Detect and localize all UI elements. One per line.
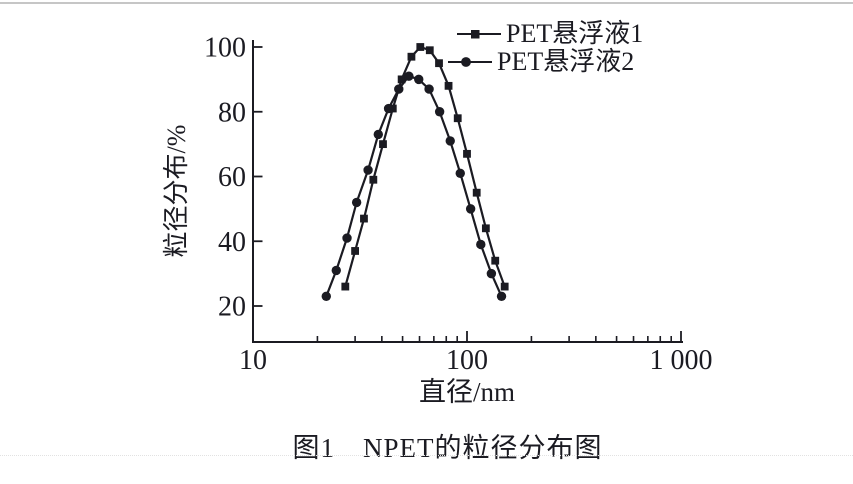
data-point-circle-marker	[394, 84, 404, 94]
y-axis-tick-label: 60	[218, 162, 246, 193]
data-point-circle-marker	[424, 84, 434, 94]
series-line-1	[344, 45, 506, 287]
data-point-circle-marker	[465, 204, 476, 214]
legend-item-label: PET悬浮液1	[506, 19, 644, 48]
data-point-circle-marker	[445, 136, 455, 146]
legend-item-label: PET悬浮液2	[497, 47, 635, 76]
data-point-circle-marker	[383, 103, 394, 114]
figure-caption: 图1 NPET的粒径分布图	[292, 433, 603, 463]
legend-marker-circle-icon	[448, 57, 492, 67]
x-axis-tick-label: 1 000	[650, 345, 713, 376]
x-axis-tick-label: 100	[446, 345, 488, 376]
series-line-2	[325, 74, 503, 297]
data-point-circle-marker	[414, 74, 424, 85]
data-point-circle-marker	[363, 165, 373, 175]
legend-item-series-1: PET悬浮液1	[456, 20, 643, 48]
data-point-square-marker	[491, 256, 500, 265]
legend-item-series-2: PET悬浮液2	[447, 48, 643, 76]
x-axis-label: 直径/nm	[418, 377, 515, 407]
y-axis-tick-label: 100	[204, 33, 246, 64]
data-point-square-marker	[481, 224, 490, 233]
data-point-circle-marker	[351, 197, 362, 208]
data-point-square-marker	[416, 43, 425, 51]
x-axis-tick-label: 10	[239, 345, 267, 376]
data-point-square-marker	[369, 175, 378, 184]
bottom-rule-divider	[0, 455, 853, 456]
y-axis-tick-label: 80	[218, 97, 246, 128]
data-point-square-marker	[444, 81, 453, 90]
data-point-circle-marker	[455, 168, 465, 178]
data-point-square-marker	[472, 188, 481, 197]
data-point-square-marker	[453, 114, 462, 123]
data-point-square-marker	[500, 282, 509, 291]
data-point-circle-marker	[434, 107, 445, 117]
data-point-square-marker	[435, 59, 443, 68]
legend: PET悬浮液1 PET悬浮液2	[447, 20, 643, 76]
data-point-square-marker	[341, 282, 350, 291]
data-point-square-marker	[463, 149, 471, 158]
y-axis-tick-label: 40	[218, 227, 246, 258]
data-point-square-marker	[351, 247, 360, 255]
data-point-circle-marker	[321, 291, 331, 301]
data-point-circle-marker	[404, 71, 414, 81]
data-point-square-marker	[397, 75, 406, 84]
data-point-circle-marker	[496, 291, 507, 301]
y-axis-label: 粒径分布/%	[162, 124, 191, 258]
data-point-circle-marker	[476, 239, 486, 250]
data-point-circle-marker	[373, 129, 383, 140]
data-point-square-marker	[379, 140, 387, 149]
data-point-circle-marker	[486, 268, 497, 279]
data-point-square-marker	[360, 214, 368, 223]
legend-marker-square-icon	[457, 30, 501, 39]
data-point-circle-marker	[342, 233, 352, 243]
data-point-circle-marker	[331, 265, 341, 276]
y-axis-tick-label: 20	[218, 292, 246, 323]
data-point-square-marker	[407, 52, 416, 61]
data-point-square-marker	[425, 46, 434, 55]
axis-lines	[252, 40, 683, 343]
top-rule-divider	[0, 2, 853, 4]
